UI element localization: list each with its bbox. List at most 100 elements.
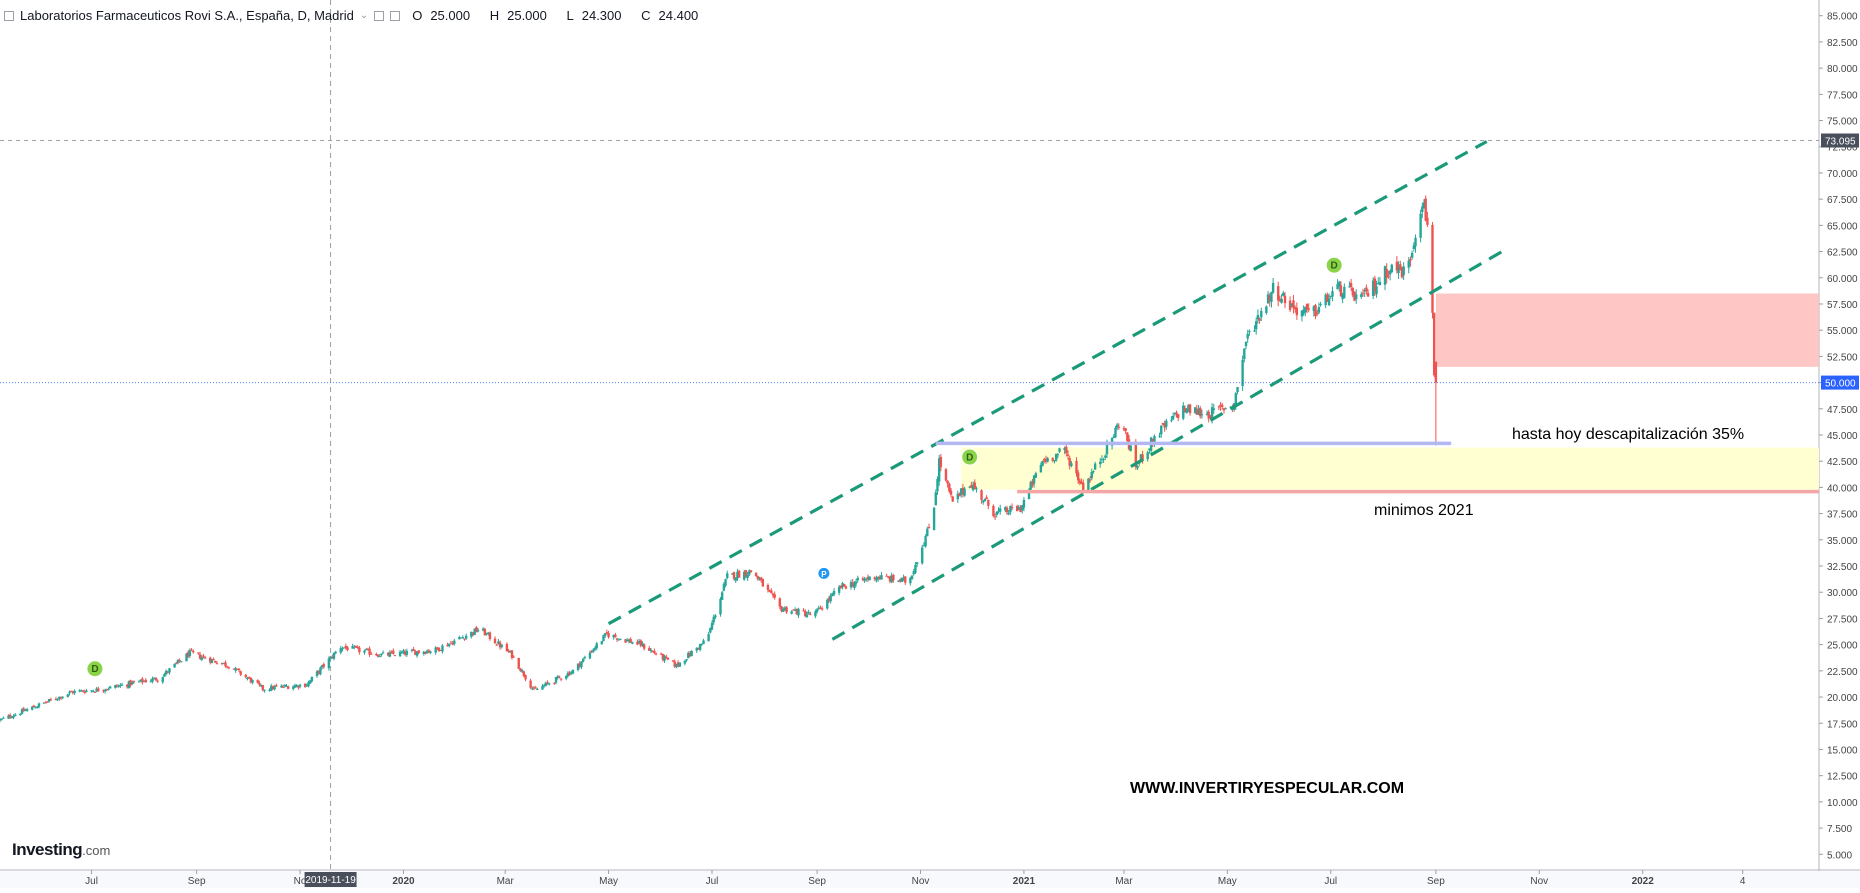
candle-body: [402, 650, 405, 654]
candle-body: [1426, 217, 1429, 225]
candle-body: [961, 487, 965, 494]
candle-body: [678, 662, 681, 667]
candle-body: [854, 581, 858, 584]
candle-body: [1400, 269, 1404, 278]
candle-body: [1383, 266, 1387, 285]
candle-body: [1375, 286, 1378, 295]
candle-body: [1099, 461, 1102, 465]
candle-body: [1068, 458, 1071, 466]
candle-body: [1199, 407, 1202, 417]
candle-body: [1046, 458, 1049, 462]
marker-label: D: [966, 453, 973, 464]
candle-body: [736, 571, 739, 579]
x-tick-label: 2022: [1632, 876, 1655, 887]
candle-body: [500, 644, 503, 647]
candle-body: [780, 606, 783, 612]
candle-body: [297, 685, 300, 688]
candle-body: [1007, 512, 1010, 515]
candle-body: [1034, 473, 1037, 478]
candle-body: [232, 668, 236, 670]
annotation-descapitalizacion: hasta hoy descapitalización 35%: [1512, 426, 1745, 443]
candle-body: [22, 708, 25, 712]
candle-body: [429, 651, 432, 653]
candle-body: [1434, 361, 1438, 383]
ohlc-low: L 24.300: [566, 8, 622, 23]
candle-body: [1027, 489, 1031, 500]
candle-body: [992, 505, 995, 516]
candle-body: [186, 652, 190, 657]
candle-body: [973, 482, 976, 490]
candle-body: [1209, 416, 1212, 419]
candle-body: [831, 593, 834, 596]
candle-body: [1163, 423, 1166, 428]
candle-body: [156, 680, 159, 682]
candle-body: [720, 592, 724, 600]
candle-body: [341, 648, 344, 650]
candle-body: [354, 646, 358, 648]
candle-body: [1366, 292, 1370, 297]
candle-body: [980, 490, 983, 500]
candle-body: [1105, 443, 1109, 455]
candle-body: [558, 676, 561, 678]
candle-body: [707, 634, 710, 642]
candle-body: [982, 500, 985, 503]
candle-body: [744, 570, 748, 577]
candle-body: [795, 608, 798, 615]
candle-body: [141, 678, 144, 683]
candle-body: [1222, 408, 1226, 411]
candle-body: [1005, 507, 1009, 513]
collapse-icon[interactable]: [4, 10, 14, 21]
x-tick-label: No: [294, 876, 307, 887]
candle-body: [473, 628, 476, 636]
candle-body: [436, 647, 439, 649]
candle-body: [571, 669, 575, 674]
candle-body: [926, 528, 929, 537]
candle-body: [570, 672, 573, 674]
investing-logo: Investing.com: [12, 840, 111, 859]
candle-body: [709, 628, 712, 633]
candle-body: [0, 719, 2, 721]
candle-body: [58, 696, 61, 699]
candle-body: [793, 610, 797, 612]
x-tick-label: May: [1218, 876, 1237, 887]
candle-body: [1153, 435, 1156, 445]
candle-body: [90, 690, 93, 692]
candle-body: [924, 536, 927, 547]
candle-body: [166, 671, 170, 673]
candle-body: [1093, 463, 1097, 470]
chevron-down-icon[interactable]: ⌄: [359, 10, 369, 21]
candle-body: [487, 632, 490, 634]
close-icon[interactable]: [390, 10, 401, 21]
candle-body: [127, 681, 131, 688]
candle-body: [95, 688, 98, 692]
candle-body: [687, 652, 690, 659]
candle-body: [125, 684, 129, 687]
candle-body: [1171, 415, 1175, 420]
candle-body: [993, 516, 997, 518]
candle-body: [863, 578, 866, 581]
candle-body: [222, 662, 225, 664]
settings-icon[interactable]: [374, 10, 385, 21]
candle-body: [1399, 264, 1402, 271]
y-tick-label: 17.500: [1827, 719, 1858, 730]
y-tick-label: 30.000: [1827, 588, 1858, 599]
candle-body: [258, 682, 261, 685]
candle-body: [1343, 286, 1346, 298]
candle-body: [814, 611, 817, 617]
x-tick-label: May: [599, 876, 618, 887]
candle-body: [370, 653, 373, 655]
candle-body: [671, 660, 675, 662]
candle-body: [1331, 291, 1334, 297]
candle-body: [714, 615, 717, 618]
candle-body: [1058, 448, 1061, 452]
candle-body: [117, 685, 120, 687]
y-tick-label: 5.000: [1827, 850, 1852, 861]
candle-body: [1044, 459, 1048, 462]
candle-body: [1188, 404, 1192, 414]
candle-body: [637, 641, 641, 644]
candle-body: [949, 490, 953, 495]
candle-body: [426, 650, 429, 654]
candle-body: [1348, 286, 1351, 288]
candle-body: [163, 673, 166, 677]
